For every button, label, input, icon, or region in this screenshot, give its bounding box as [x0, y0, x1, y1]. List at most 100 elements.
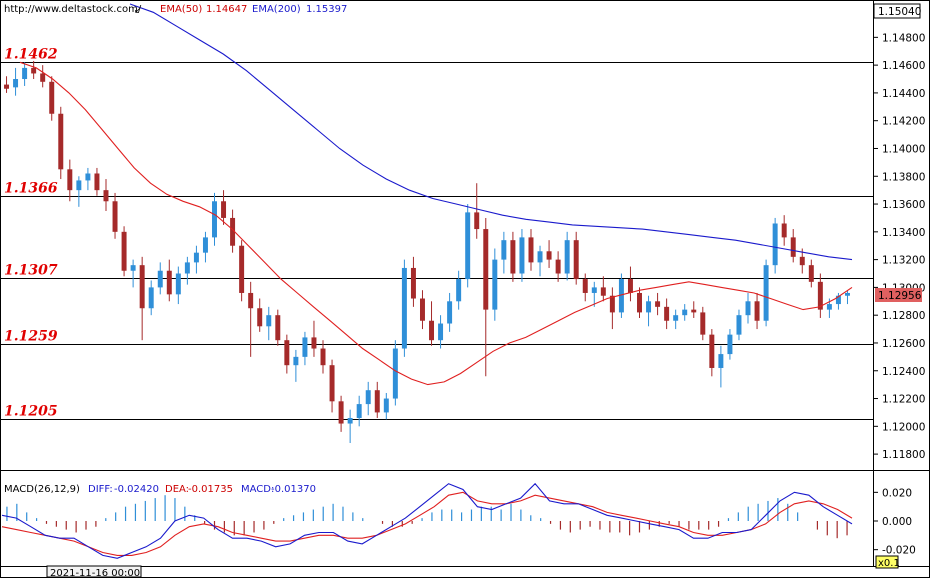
price-tick-label: 1.13600	[882, 199, 925, 211]
candle-body	[528, 237, 534, 263]
candle-body	[347, 417, 353, 424]
current-price-label: 1.12956	[878, 290, 922, 302]
macd-dea-label: DEA:	[165, 484, 189, 495]
candle-body	[637, 292, 642, 313]
price-tick-label: 1.12600	[882, 338, 925, 350]
ema200-line	[129, 3, 853, 261]
ema200-label: EMA(200)	[252, 4, 301, 15]
ema200-value: 1.15397	[306, 4, 347, 15]
candle-body	[139, 265, 145, 309]
ema50-value: 1.14647	[206, 4, 247, 15]
level-label: 1.1259	[4, 329, 58, 345]
level-labels: 1.1462 1.1366 1.1307 1.1259 1.1205	[4, 47, 58, 420]
macd-diff-label: DIFF:	[88, 484, 113, 495]
candle-body	[365, 390, 371, 405]
price-tick-label: 1.13400	[882, 227, 925, 239]
macd-diff-line	[1, 482, 853, 559]
candle-body	[808, 265, 814, 282]
level-label: 1.1366	[4, 181, 58, 197]
price-tick-label: 1.12000	[882, 421, 925, 433]
candle-body	[781, 223, 787, 238]
price-tick-label: 1.12400	[882, 366, 925, 378]
price-tick-label: 1.14600	[882, 60, 925, 72]
candle-body	[709, 334, 715, 368]
candle-body	[772, 223, 778, 266]
candle-body	[600, 287, 606, 296]
macd-tick-label: 0.020	[882, 487, 912, 499]
candle-body	[257, 308, 263, 327]
candle-body	[790, 237, 796, 257]
candle-body	[555, 259, 561, 274]
candle-body	[401, 267, 407, 349]
candle-body	[664, 306, 670, 321]
macd-dea-line	[1, 491, 853, 556]
time-axis-first-label: 2021-11-16 00:00	[50, 568, 140, 578]
candle-body	[85, 173, 91, 181]
price-tick-label: 1.13800	[882, 171, 925, 183]
candle-body	[76, 180, 82, 191]
top-price-label: 1.15040	[878, 6, 921, 18]
candle-body	[329, 365, 335, 402]
candle-body	[438, 323, 444, 341]
source-url: http://www.deltastock.com/	[4, 4, 142, 15]
candle-body	[130, 265, 136, 271]
candlestick-series	[4, 60, 850, 443]
chart-menu-icon[interactable]: ↙	[134, 6, 142, 16]
price-tick-label: 1.14200	[882, 116, 925, 128]
candle-body	[239, 245, 245, 293]
candle-body	[609, 295, 615, 313]
candle-body	[691, 309, 697, 313]
candle-body	[157, 270, 163, 288]
candle-body	[212, 201, 217, 238]
ema50-label: EMA(50)	[160, 4, 202, 15]
macd-tick-label: 0.000	[882, 516, 912, 528]
top-price-box	[873, 3, 921, 19]
scale-label: x0.1	[878, 558, 900, 569]
candle-body	[727, 334, 733, 355]
candle-body	[94, 173, 100, 191]
scale-badge[interactable]	[875, 555, 899, 569]
price-tick-label: 1.14000	[882, 143, 925, 155]
candle-body	[754, 301, 760, 321]
candle-body	[429, 320, 435, 341]
candle-body	[655, 301, 661, 307]
candle-body	[248, 292, 254, 309]
macd-hist-label: MACD:	[241, 484, 274, 495]
candle-body	[166, 270, 172, 295]
candle-body	[564, 240, 570, 274]
candle-body	[121, 231, 127, 271]
candle-body	[67, 169, 73, 191]
candle-body	[40, 73, 46, 82]
candle-body	[311, 337, 317, 349]
candle-body	[799, 256, 805, 266]
macd-hist-value: -0.01370	[271, 484, 316, 495]
macd-diff-value: -0.02420	[114, 484, 159, 495]
candle-body	[646, 301, 652, 313]
candle-body	[230, 217, 236, 246]
candle-body	[49, 81, 55, 114]
candle-body	[4, 84, 10, 89]
candle-body	[374, 390, 380, 413]
candle-body	[763, 265, 769, 321]
level-label: 1.1307	[4, 263, 58, 279]
candle-body	[483, 229, 489, 310]
candle-body	[221, 201, 227, 218]
time-label-box	[46, 565, 142, 578]
candle-body	[627, 279, 633, 293]
candle-body	[844, 292, 850, 296]
candle-body	[546, 251, 552, 260]
candle-body	[537, 251, 543, 263]
candle-body	[510, 240, 516, 274]
candle-body	[13, 79, 19, 88]
candle-body	[419, 298, 425, 321]
candle-body	[447, 301, 453, 324]
candle-body	[673, 315, 679, 321]
candle-body	[519, 237, 525, 274]
candle-body	[383, 398, 389, 413]
candle-body	[682, 309, 688, 316]
moving-average-lines	[19, 3, 853, 386]
macd-dea-value: -0.01735	[188, 484, 233, 495]
candle-body	[573, 240, 579, 280]
